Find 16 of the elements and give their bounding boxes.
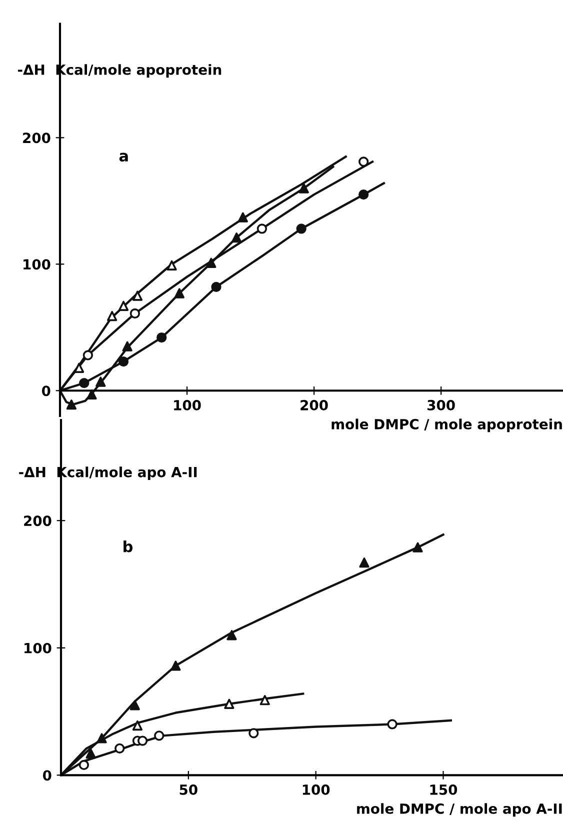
y-tick-label: 100 xyxy=(24,259,50,270)
x-tick-label: 100 xyxy=(302,784,330,795)
annotation: a xyxy=(119,152,128,162)
x-tick-label: 200 xyxy=(300,400,328,410)
y-tick-label: 200 xyxy=(24,516,52,526)
x-tick-label: 50 xyxy=(180,784,198,795)
x-axis-title: mole DMPC / mole apoprotein xyxy=(332,418,562,432)
y-tick-label: 100 xyxy=(24,642,52,654)
x-tick-label: 300 xyxy=(427,400,455,410)
x-tick-label: 150 xyxy=(430,784,458,795)
y-tick-label: 0 xyxy=(42,770,52,781)
y-tick-label: 200 xyxy=(23,132,50,144)
x-axis-title: mole DMPC / mole apo A-II xyxy=(357,803,562,817)
x-tick-label: 100 xyxy=(174,400,201,410)
annotation: b xyxy=(124,540,133,552)
y-tick-label: 0 xyxy=(42,386,50,396)
